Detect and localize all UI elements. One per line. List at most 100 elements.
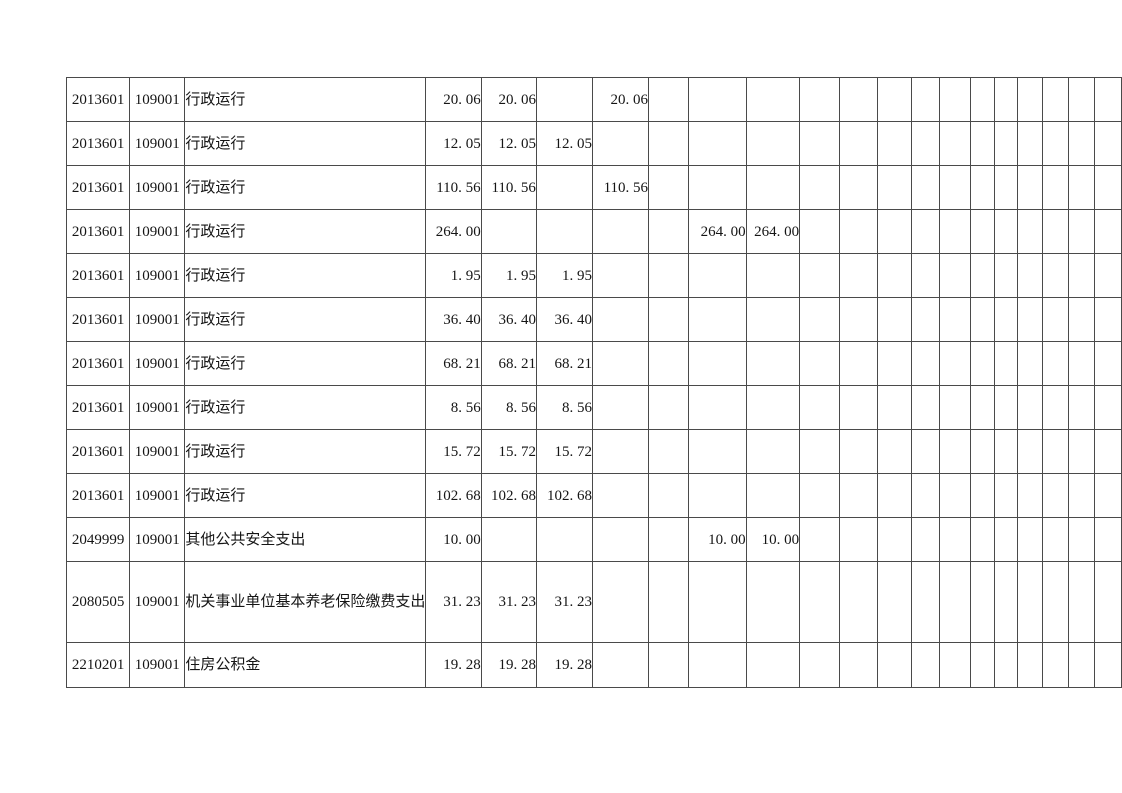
amount-cell: 12. 05	[425, 121, 482, 166]
amount-cell	[1068, 297, 1095, 342]
amount-cell: 10. 00	[687, 517, 747, 562]
amount-cell	[535, 517, 594, 562]
function-code-cell: 2013601	[65, 253, 131, 298]
amount-cell	[592, 385, 650, 430]
amount-cell	[1016, 561, 1044, 643]
amount-cell	[1068, 561, 1095, 643]
amount-cell	[1068, 121, 1095, 166]
amount-cell	[838, 297, 878, 342]
amount-cell	[1068, 209, 1095, 254]
amount-cell: 20. 06	[425, 77, 482, 122]
amount-cell	[1093, 209, 1122, 254]
item-name-cell: 行政运行	[184, 341, 427, 386]
amount-cell	[745, 165, 801, 210]
amount-cell	[799, 517, 840, 562]
table-row: 2013601 109001 行政运行 20. 06 20. 06 20. 06	[65, 77, 1122, 122]
amount-cell	[745, 253, 801, 298]
unit-code-cell: 109001	[129, 429, 186, 474]
amount-cell	[876, 297, 912, 342]
amount-cell	[592, 253, 650, 298]
amount-cell	[745, 473, 801, 518]
amount-cell	[910, 385, 940, 430]
amount-cell	[910, 121, 940, 166]
amount-cell	[938, 517, 972, 562]
amount-cell	[993, 165, 1018, 210]
amount-cell	[876, 341, 912, 386]
unit-code-cell: 109001	[129, 517, 186, 562]
amount-cell	[1068, 473, 1095, 518]
amount-cell	[838, 341, 878, 386]
amount-cell	[687, 642, 747, 688]
function-code-cell: 2013601	[65, 165, 131, 210]
amount-cell	[687, 121, 747, 166]
amount-cell	[910, 642, 940, 688]
amount-cell: 31. 23	[425, 561, 482, 643]
amount-cell	[1016, 517, 1044, 562]
amount-cell	[592, 429, 650, 474]
amount-cell	[1093, 429, 1122, 474]
amount-cell	[993, 517, 1018, 562]
amount-cell	[838, 209, 878, 254]
amount-cell: 19. 28	[535, 642, 594, 688]
amount-cell	[1093, 642, 1122, 688]
amount-cell	[1093, 77, 1122, 122]
table-row: 2013601 109001 行政运行 1. 95 1. 95 1. 95	[65, 253, 1122, 298]
amount-cell	[876, 473, 912, 518]
amount-cell: 8. 56	[425, 385, 482, 430]
amount-cell: 110. 56	[480, 165, 537, 210]
unit-code-cell: 109001	[129, 341, 186, 386]
amount-cell	[1016, 77, 1044, 122]
amount-cell	[799, 561, 840, 643]
amount-cell: 36. 40	[535, 297, 594, 342]
amount-cell	[648, 297, 689, 342]
amount-cell	[993, 429, 1018, 474]
amount-cell	[876, 165, 912, 210]
amount-cell: 15. 72	[480, 429, 537, 474]
amount-cell	[970, 341, 995, 386]
amount-cell	[1042, 561, 1070, 643]
function-code-cell: 2013601	[65, 297, 131, 342]
amount-cell: 1. 95	[535, 253, 594, 298]
amount-cell	[1042, 253, 1070, 298]
function-code-cell: 2013601	[65, 429, 131, 474]
amount-cell	[838, 165, 878, 210]
amount-cell	[745, 642, 801, 688]
amount-cell	[1068, 341, 1095, 386]
unit-code-cell: 109001	[129, 121, 186, 166]
amount-cell	[648, 473, 689, 518]
amount-cell	[745, 297, 801, 342]
amount-cell	[838, 517, 878, 562]
item-name-cell: 其他公共安全支出	[184, 517, 427, 562]
amount-cell	[938, 385, 972, 430]
amount-cell	[1016, 121, 1044, 166]
amount-cell	[993, 385, 1018, 430]
amount-cell: 1. 95	[425, 253, 482, 298]
table-row: 2013601 109001 行政运行 8. 56 8. 56 8. 56	[65, 385, 1122, 430]
amount-cell	[1068, 165, 1095, 210]
unit-code-cell: 109001	[129, 77, 186, 122]
amount-cell	[938, 341, 972, 386]
amount-cell	[876, 121, 912, 166]
amount-cell	[745, 385, 801, 430]
amount-cell	[648, 642, 689, 688]
amount-cell: 8. 56	[535, 385, 594, 430]
budget-table: 2013601 109001 行政运行 20. 06 20. 06 20. 06 20136…	[65, 77, 1122, 688]
amount-cell: 10. 00	[745, 517, 801, 562]
amount-cell: 68. 21	[480, 341, 537, 386]
amount-cell	[592, 642, 650, 688]
amount-cell: 110. 56	[592, 165, 650, 210]
amount-cell: 15. 72	[535, 429, 594, 474]
amount-cell	[480, 517, 537, 562]
amount-cell	[592, 209, 650, 254]
amount-cell: 10. 00	[425, 517, 482, 562]
amount-cell	[648, 429, 689, 474]
amount-cell	[876, 517, 912, 562]
amount-cell	[799, 209, 840, 254]
amount-cell: 264. 00	[745, 209, 801, 254]
amount-cell	[1093, 165, 1122, 210]
amount-cell	[799, 165, 840, 210]
amount-cell: 36. 40	[425, 297, 482, 342]
amount-cell	[910, 297, 940, 342]
unit-code-cell: 109001	[129, 642, 186, 688]
amount-cell	[592, 561, 650, 643]
